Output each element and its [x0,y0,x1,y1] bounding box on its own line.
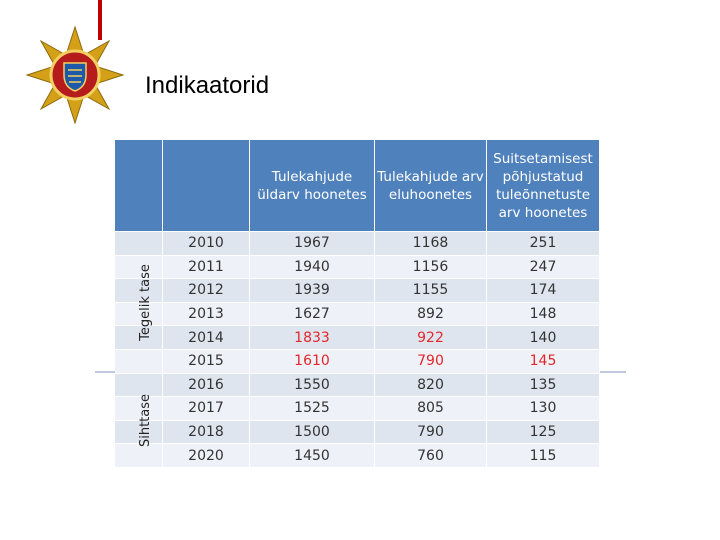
value-cell: 174 [487,279,600,303]
value-cell: 251 [487,232,600,256]
value-cell: 1833 [250,326,375,350]
column-header: Tulekahjude üldarv hoonetes [250,140,375,232]
value-cell: 135 [487,373,600,398]
value-cell: 1168 [375,232,487,256]
year-cell: 2015 [163,350,250,374]
accent-bar [98,0,102,40]
value-cell: 115 [487,444,600,468]
value-cell: 790 [375,420,487,445]
column-header [163,140,250,232]
group-cell [115,397,163,421]
group-label: Sihttase [137,394,153,448]
value-cell: 247 [487,255,600,280]
value-cell: 145 [487,350,600,374]
column-header: Suitsetamisest põhjustatud tuleõnnetuste… [487,140,600,232]
column-header: Tulekahjude arv eluhoonetes [375,140,487,232]
value-cell: 1550 [250,373,375,398]
year-cell: 2018 [163,420,250,445]
group-cell [115,255,163,280]
group-cell [115,279,163,303]
value-cell: 148 [487,302,600,327]
value-cell: 1525 [250,397,375,421]
value-cell: 760 [375,444,487,468]
value-cell: 1500 [250,420,375,445]
value-cell: 790 [375,350,487,374]
year-cell: 2011 [163,255,250,280]
group-cell [115,350,163,374]
group-label: Tegelik tase [137,264,153,342]
value-cell: 125 [487,420,600,445]
year-cell: 2010 [163,232,250,256]
year-cell: 2012 [163,279,250,303]
value-cell: 1156 [375,255,487,280]
year-cell: 2020 [163,444,250,468]
year-cell: 2014 [163,326,250,350]
value-cell: 805 [375,397,487,421]
year-cell: 2013 [163,302,250,327]
group-cell [115,302,163,327]
group-cell [115,373,163,398]
value-cell: 892 [375,302,487,327]
value-cell: 1627 [250,302,375,327]
value-cell: 1610 [250,350,375,374]
value-cell: 1939 [250,279,375,303]
value-cell: 1967 [250,232,375,256]
value-cell: 130 [487,397,600,421]
year-cell: 2016 [163,373,250,398]
value-cell: 820 [375,373,487,398]
value-cell: 1450 [250,444,375,468]
group-cell [115,326,163,350]
group-cell [115,420,163,445]
value-cell: 1155 [375,279,487,303]
column-header [115,140,163,232]
value-cell: 140 [487,326,600,350]
group-cell [115,444,163,468]
value-cell: 1940 [250,255,375,280]
value-cell: 922 [375,326,487,350]
year-cell: 2017 [163,397,250,421]
logo [25,25,125,125]
group-cell [115,232,163,256]
title: Indikaatorid [145,72,270,99]
